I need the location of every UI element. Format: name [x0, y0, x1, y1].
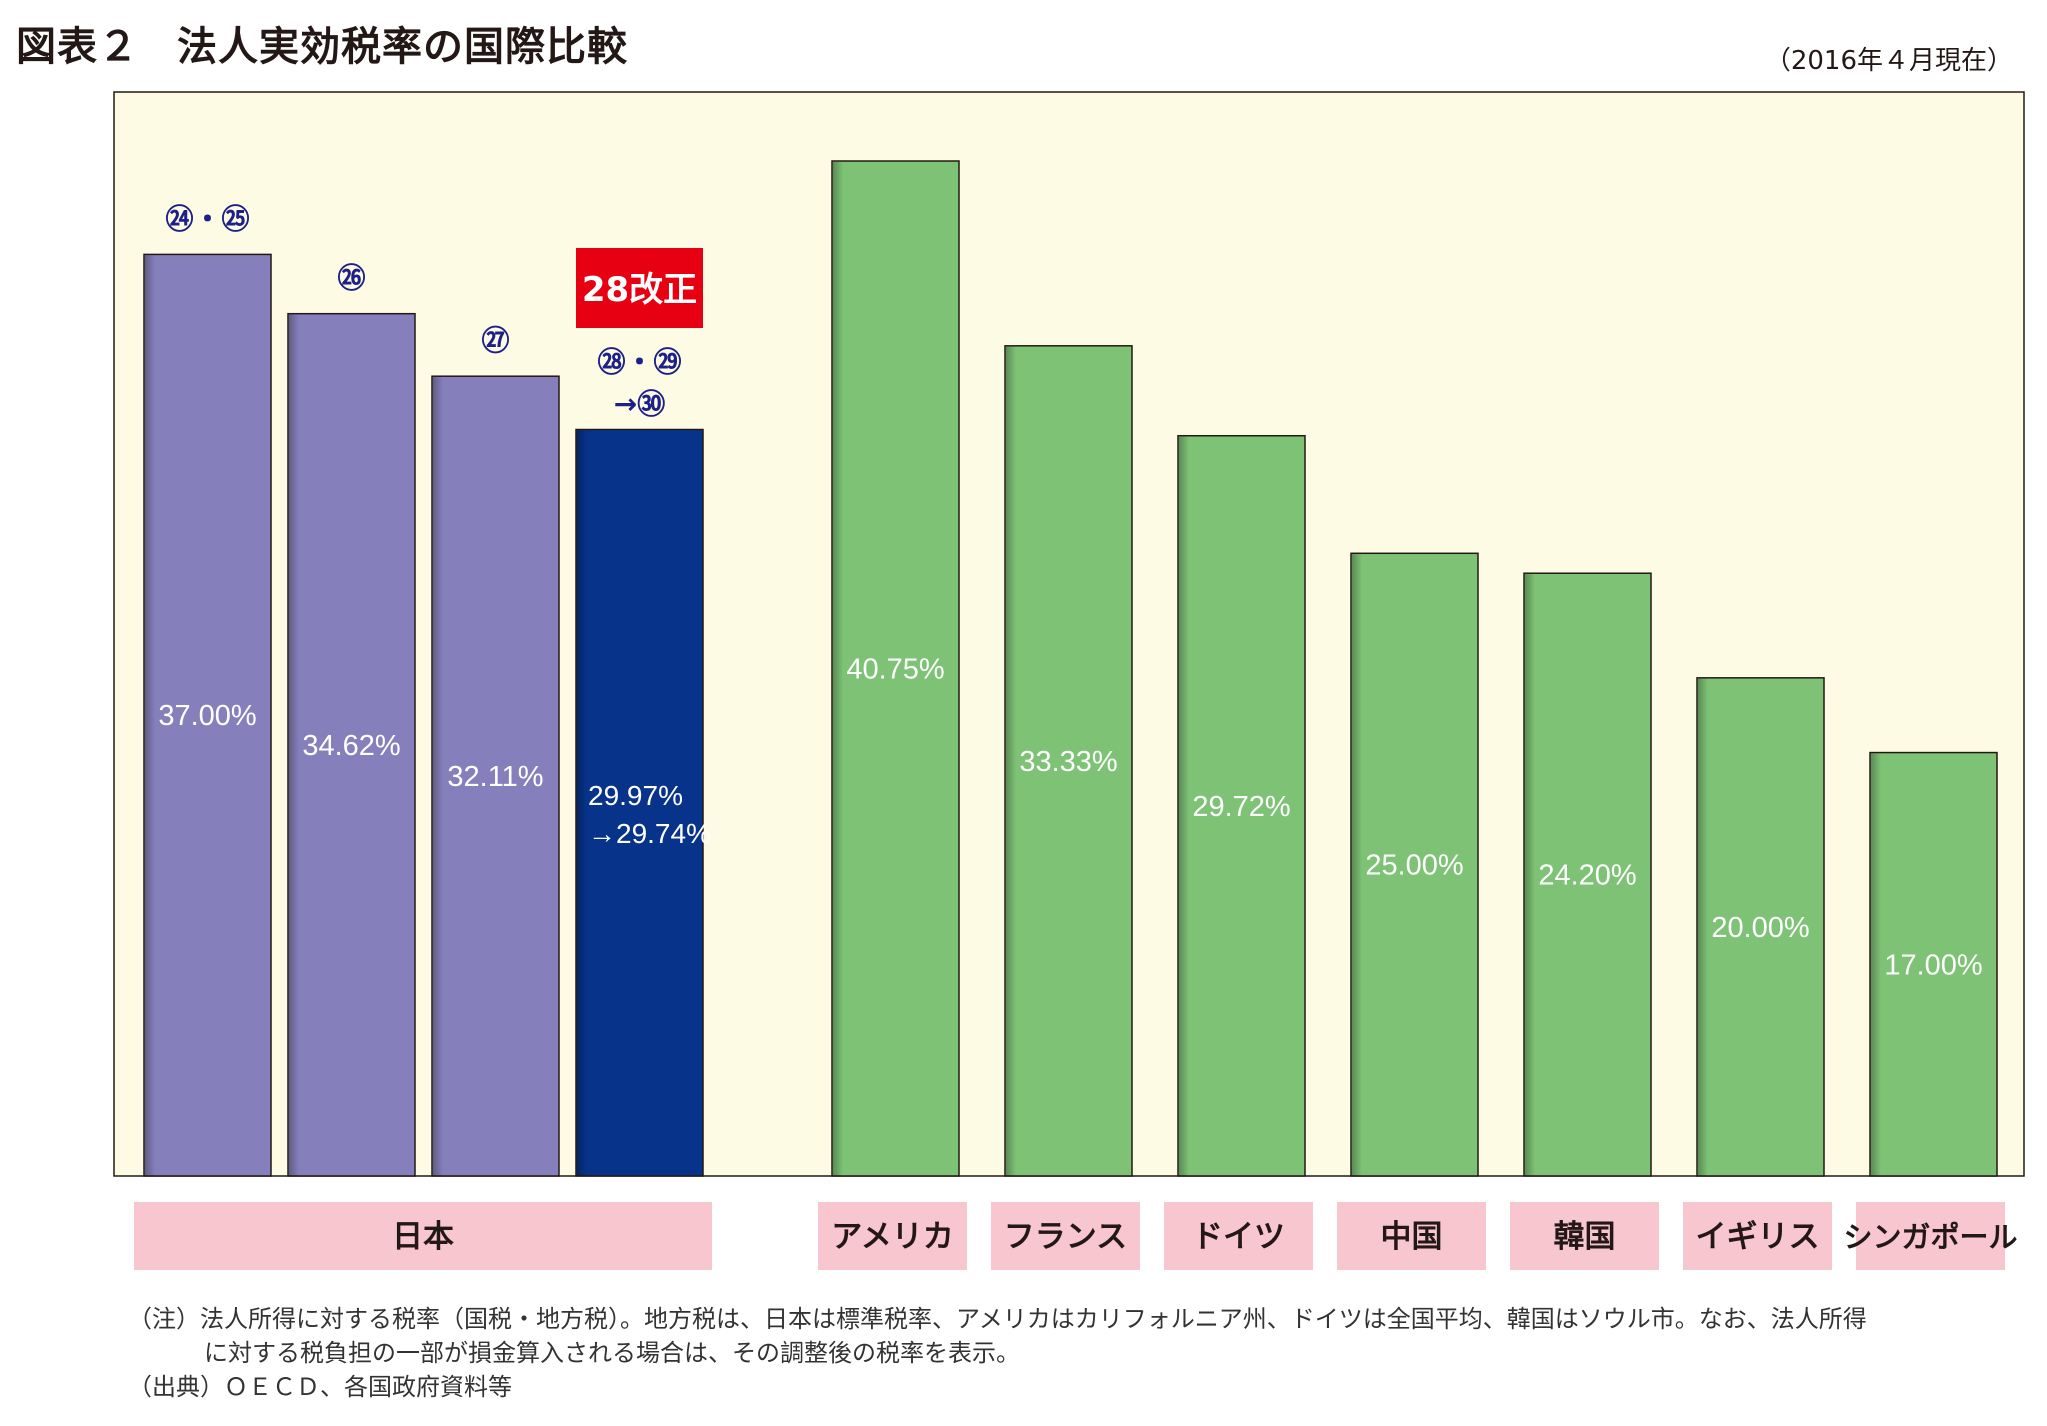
bar-2	[431, 375, 560, 1177]
source-line: （出典）ＯＥＣＤ、各国政府資料等	[128, 1373, 512, 1401]
chart-notes: （注）法人所得に対する税率（国税・地方税）。地方税は、日本は標準税率、アメリカは…	[128, 1302, 2018, 1404]
bar-shade	[1352, 554, 1362, 1176]
category-label: フランス	[1004, 1219, 1127, 1255]
bar-1	[287, 312, 416, 1177]
category-label: イギリス	[1696, 1219, 1820, 1255]
bar-4	[831, 160, 960, 1177]
value-label-after: →29.74%	[588, 818, 711, 849]
category-label: 韓国	[1554, 1219, 1616, 1255]
bar-6	[1177, 434, 1306, 1177]
period-label: ㉖	[337, 262, 365, 295]
bar-0	[143, 253, 272, 1177]
category-label: 中国	[1381, 1219, 1443, 1255]
period-label: ㉘・㉙	[597, 346, 681, 379]
category-box	[1856, 1202, 2005, 1270]
category-box	[1683, 1202, 1832, 1270]
chart-title: 法人実効税率の国際比較	[177, 24, 628, 70]
bar-shade	[1871, 753, 1881, 1176]
bar-shade	[1525, 574, 1535, 1176]
bar-shade	[1179, 436, 1189, 1176]
value-label: 33.33%	[1019, 746, 1117, 778]
bar-shade	[833, 162, 843, 1176]
category-label: 日本	[392, 1219, 454, 1255]
value-label: 40.75%	[846, 654, 944, 686]
value-label: 32.11%	[447, 761, 543, 793]
value-label: 37.00%	[158, 700, 256, 732]
figure-number: 図表２	[16, 24, 139, 70]
value-label: 29.97%	[588, 780, 683, 811]
bar-labels: 37.00% ㉔・㉕ 34.62% ㉖ 32.11% ㉗ 29.97% →29.74% ㉘・㉙ →…	[158, 202, 1982, 981]
note-line-2: に対する税負担の一部が損金算入される場合は、その調整後の税率を表示。	[204, 1339, 1020, 1367]
revision-badge	[576, 248, 703, 328]
period-label: ㉗	[481, 324, 509, 357]
category-box	[1337, 1202, 1486, 1270]
page-title: 図表２ 法人実効税率の国際比較	[16, 14, 628, 72]
bar-9	[1696, 677, 1825, 1177]
value-label: 34.62%	[302, 730, 400, 762]
bar-shade	[145, 255, 155, 1176]
bar-10	[1869, 751, 1998, 1177]
value-label: 20.00%	[1711, 912, 1809, 944]
category-box	[991, 1202, 1140, 1270]
category-box	[818, 1202, 967, 1270]
bar-8	[1523, 572, 1652, 1177]
revision-badge-label: 28改正	[582, 270, 697, 310]
bar-shade	[289, 314, 299, 1176]
bar-3	[575, 428, 704, 1177]
bar-shade	[1698, 678, 1708, 1176]
bar-7	[1350, 552, 1479, 1177]
bars	[143, 160, 1998, 1177]
category-label: ドイツ	[1192, 1219, 1285, 1255]
bar-chart: 日本 アメリカ フランス ドイツ 中国 韓国 イギリス シンガポール 37.00% ㉔・㉕ 34.…	[113, 91, 2025, 1270]
bar-shade	[433, 377, 443, 1176]
value-label: 24.20%	[1538, 860, 1636, 892]
period-label-after: →㉚	[614, 388, 665, 421]
category-box	[1164, 1202, 1313, 1270]
period-label: ㉔・㉕	[165, 202, 249, 235]
as-of-date: （2016年４月現在）	[1764, 46, 2013, 76]
category-label: シンガポール	[1843, 1220, 2017, 1254]
bar-shade	[577, 430, 587, 1177]
value-label: 25.00%	[1365, 850, 1463, 882]
bar-shade	[1006, 346, 1016, 1177]
category-label: アメリカ	[831, 1219, 953, 1255]
value-label: 29.72%	[1192, 791, 1290, 823]
note-line-1: （注）法人所得に対する税率（国税・地方税）。地方税は、日本は標準税率、アメリカは…	[128, 1305, 1867, 1333]
value-label: 17.00%	[1884, 949, 1982, 981]
category-box	[1510, 1202, 1659, 1270]
bar-5	[1004, 345, 1133, 1177]
category-box	[134, 1202, 712, 1270]
category-boxes: 日本 アメリカ フランス ドイツ 中国 韓国 イギリス シンガポール	[134, 1202, 2018, 1270]
